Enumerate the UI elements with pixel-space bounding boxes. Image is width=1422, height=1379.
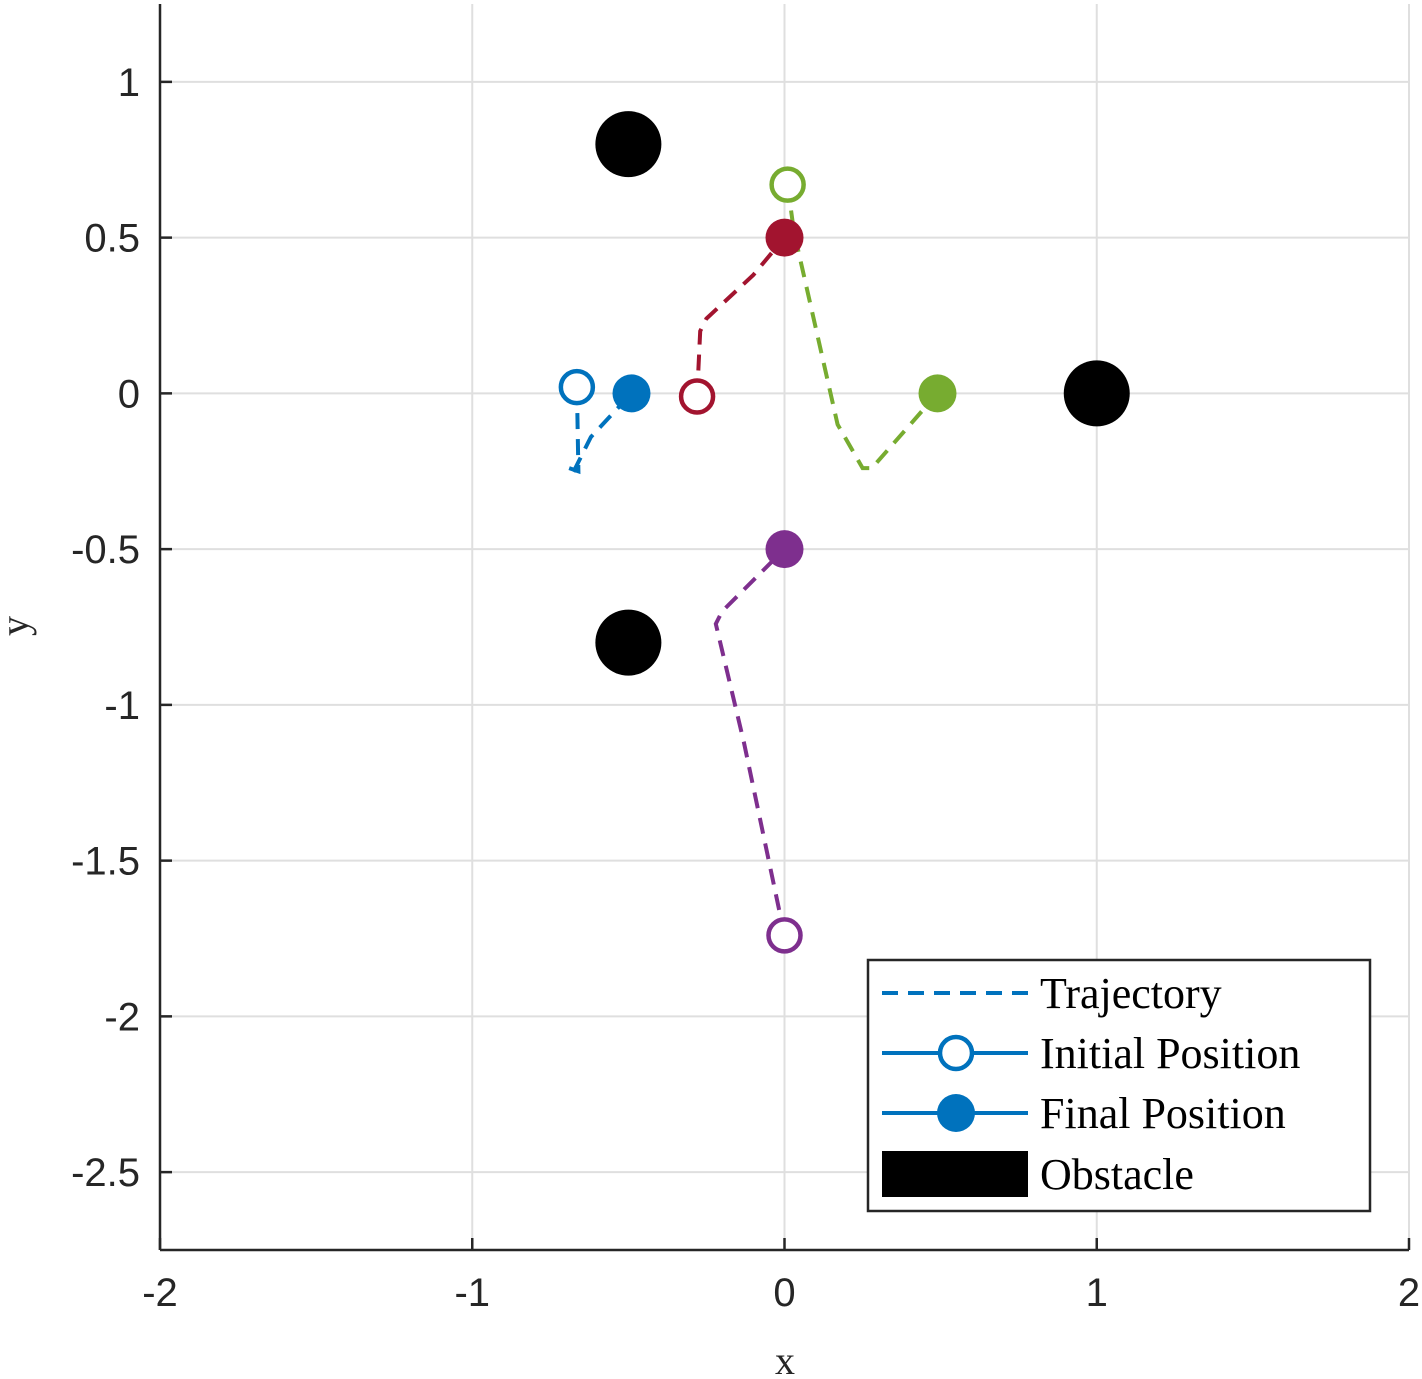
y-axis-label: y — [0, 616, 37, 636]
x-tick-label: 2 — [1398, 1271, 1420, 1315]
y-ticks: -2.5 -2 -1.5 -1 -0.5 0 0.5 1 — [71, 61, 172, 1195]
legend-obstacle-swatch — [882, 1151, 1028, 1197]
final-position-marker-3 — [918, 374, 957, 413]
final-position-marker-2 — [765, 218, 804, 257]
data-layer — [558, 111, 1130, 954]
y-tick-label: -2.5 — [71, 1151, 140, 1195]
final-position-marker-1 — [612, 374, 651, 413]
final-position-marker-4 — [765, 530, 804, 569]
y-tick-label: 0 — [118, 372, 140, 416]
y-tick-label: -1.5 — [71, 840, 140, 884]
obstacle-marker — [595, 111, 662, 178]
legend-label-1: Trajectory — [1040, 969, 1222, 1018]
x-tick-label: 1 — [1086, 1271, 1108, 1315]
obstacle-marker — [1063, 360, 1130, 427]
trajectory-line-2 — [695, 236, 787, 397]
x-ticks: -2 -1 0 1 2 — [142, 1238, 1420, 1315]
legend-label-3: Final Position — [1040, 1089, 1286, 1138]
x-tick-label: -1 — [454, 1271, 490, 1315]
initial-position-marker-2 — [678, 378, 716, 415]
y-tick-label: -2 — [104, 995, 140, 1039]
legend: Trajectory Initial Position Final Position… — [866, 958, 1372, 1213]
initial-position-marker-4 — [766, 917, 803, 954]
y-tick-label: -0.5 — [71, 528, 140, 572]
x-tick-label: -2 — [142, 1271, 178, 1315]
y-tick-label: 1 — [118, 61, 140, 105]
x-tick-label: 0 — [773, 1271, 795, 1315]
legend-label-4: Obstacle — [1040, 1150, 1194, 1199]
legend-initial-marker-swatch — [937, 1034, 975, 1072]
legend-final-marker-swatch — [937, 1094, 975, 1132]
y-tick-label: 0.5 — [84, 217, 140, 261]
trajectory-line-4 — [713, 547, 787, 936]
x-axis-label: x — [775, 1338, 795, 1379]
legend-label-2: Initial Position — [1040, 1029, 1300, 1078]
obstacle-marker — [595, 609, 662, 676]
initial-position-marker-3 — [769, 166, 806, 203]
initial-position-marker-1 — [558, 368, 596, 406]
y-tick-label: -1 — [104, 684, 140, 728]
